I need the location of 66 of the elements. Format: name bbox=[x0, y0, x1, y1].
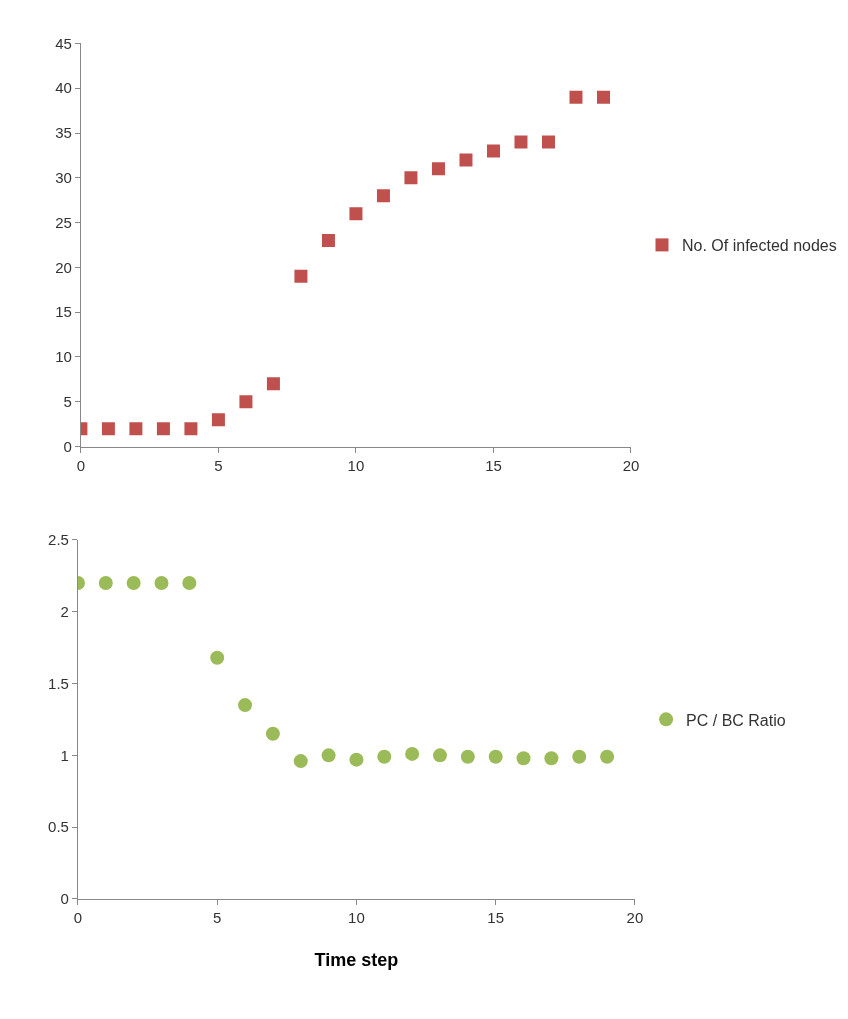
y-tick-label: 40 bbox=[55, 79, 72, 97]
point bbox=[488, 749, 503, 764]
point bbox=[597, 90, 610, 104]
point bbox=[266, 377, 280, 391]
point bbox=[293, 754, 308, 769]
point bbox=[600, 749, 615, 764]
point bbox=[294, 269, 308, 283]
x-axis-title: Time step bbox=[314, 950, 399, 970]
x-tick-label: 20 bbox=[626, 908, 644, 926]
point bbox=[156, 422, 170, 436]
point bbox=[349, 752, 364, 767]
point bbox=[569, 90, 583, 104]
point bbox=[98, 576, 113, 591]
point bbox=[404, 171, 418, 185]
point bbox=[126, 576, 141, 591]
y-tick-label: 15 bbox=[55, 303, 72, 321]
y-tick-label: 30 bbox=[55, 169, 72, 187]
x-tick-label: 20 bbox=[622, 456, 640, 474]
point bbox=[377, 749, 392, 764]
y-tick-label: 0.5 bbox=[48, 818, 69, 836]
legend-label: PC / BC Ratio bbox=[686, 711, 786, 729]
point bbox=[514, 135, 528, 149]
y-tick-label: 35 bbox=[55, 124, 72, 142]
y-tick-label: 25 bbox=[55, 213, 72, 231]
point bbox=[182, 576, 197, 591]
x-tick-label: 10 bbox=[347, 456, 365, 474]
point bbox=[431, 162, 445, 176]
y-tick-label: 5 bbox=[63, 393, 72, 411]
x-tick-label: 15 bbox=[487, 908, 505, 926]
legend-label: No. Of infected nodes bbox=[682, 237, 837, 255]
point bbox=[459, 153, 473, 167]
y-tick-label: 2.5 bbox=[48, 531, 69, 549]
x-tick-label: 5 bbox=[214, 456, 223, 474]
y-tick-label: 2 bbox=[60, 603, 69, 621]
point bbox=[101, 422, 115, 436]
point bbox=[210, 650, 225, 665]
point bbox=[572, 749, 587, 764]
point bbox=[239, 395, 253, 409]
point bbox=[376, 189, 390, 203]
point bbox=[541, 135, 555, 149]
y-tick-label: 10 bbox=[55, 348, 72, 366]
y-tick-label: 20 bbox=[55, 258, 72, 276]
x-tick-label: 0 bbox=[76, 456, 86, 474]
point bbox=[154, 576, 169, 591]
y-tick-label: 0 bbox=[63, 437, 72, 455]
point bbox=[349, 207, 363, 221]
y-tick-label: 0 bbox=[60, 890, 69, 908]
x-tick-label: 5 bbox=[213, 908, 222, 926]
y-tick-label: 1 bbox=[60, 746, 69, 764]
y-tick-label: 1.5 bbox=[48, 674, 69, 692]
point bbox=[405, 746, 420, 761]
point bbox=[321, 234, 335, 248]
point bbox=[321, 748, 336, 763]
point bbox=[238, 698, 253, 713]
point bbox=[184, 422, 198, 436]
point bbox=[516, 751, 531, 766]
x-tick-label: 10 bbox=[348, 908, 365, 926]
point bbox=[265, 726, 280, 741]
point bbox=[211, 413, 225, 427]
y-tick-label: 45 bbox=[55, 34, 72, 52]
point bbox=[486, 144, 500, 158]
point bbox=[129, 422, 143, 436]
point bbox=[460, 749, 475, 764]
x-tick-label: 15 bbox=[485, 456, 502, 474]
point bbox=[544, 751, 559, 766]
point bbox=[432, 748, 447, 763]
